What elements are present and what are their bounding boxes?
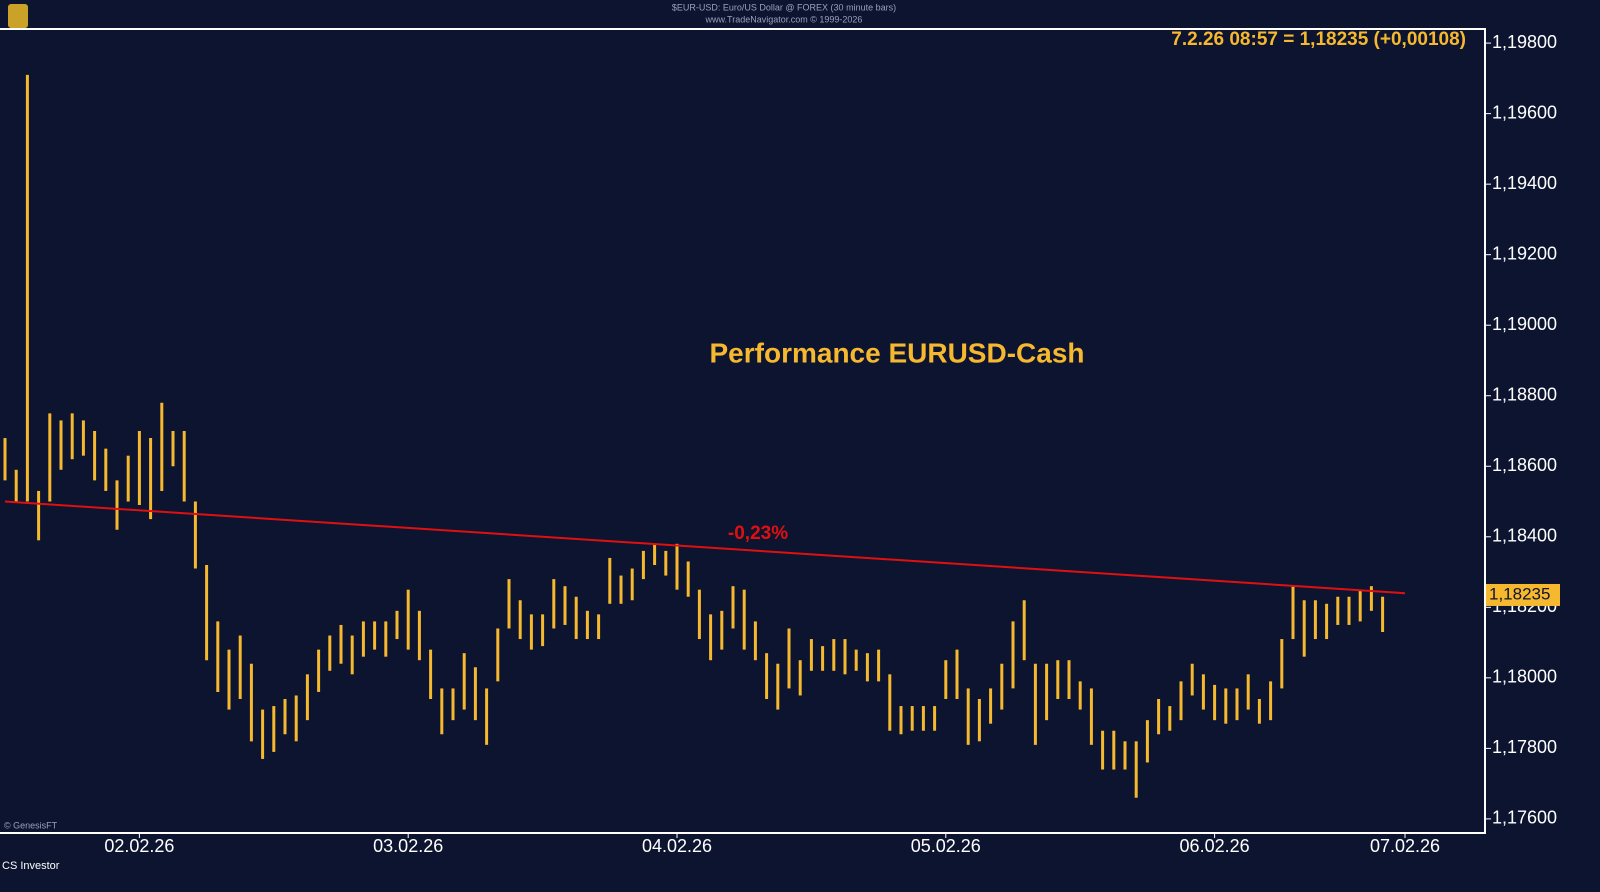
logo xyxy=(8,4,28,28)
y-tick-label: 1,17600 xyxy=(1492,808,1557,828)
y-tick-label: 1,17800 xyxy=(1492,737,1557,757)
y-tick-label: 1,19400 xyxy=(1492,173,1557,193)
y-tick-label: 1,18600 xyxy=(1492,455,1557,475)
x-tick-label: 03.02.26 xyxy=(373,836,443,856)
x-tick-label: 05.02.26 xyxy=(911,836,981,856)
x-tick-label: 07.02.26 xyxy=(1370,836,1440,856)
y-tick-label: 1,18000 xyxy=(1492,667,1557,687)
trendline xyxy=(4,500,1406,595)
y-tick-label: 1,18400 xyxy=(1492,526,1557,546)
footer: CS Investor xyxy=(2,860,60,872)
chart-title: Performance EURUSD-Cash xyxy=(710,337,1085,368)
y-tick-label: 1,19200 xyxy=(1492,243,1557,263)
last-value-tag xyxy=(1486,583,1560,606)
y-tick-label: 1,19800 xyxy=(1492,32,1557,52)
watermark: © GenesisFT xyxy=(4,820,58,830)
last-label: 7.2.26 08:57 = 1,18235 (+0,00108) xyxy=(1171,29,1466,50)
y-tick-label: 1,18800 xyxy=(1492,384,1557,404)
last-value-label: 1,18235 xyxy=(1489,584,1550,603)
x-tick-label: 06.02.26 xyxy=(1180,836,1250,856)
trendline-label: -0,23% xyxy=(728,523,788,544)
chart-subheader: www.TradeNavigator.com © 1999-2026 xyxy=(705,14,863,24)
y-tick-label: 1,19000 xyxy=(1492,314,1557,334)
chart-header: $EUR-USD: Euro/US Dollar @ FOREX (30 min… xyxy=(672,2,896,12)
x-tick-label: 02.02.26 xyxy=(104,836,174,856)
y-tick-label: 1,19600 xyxy=(1492,102,1557,122)
x-tick-label: 04.02.26 xyxy=(642,836,712,856)
